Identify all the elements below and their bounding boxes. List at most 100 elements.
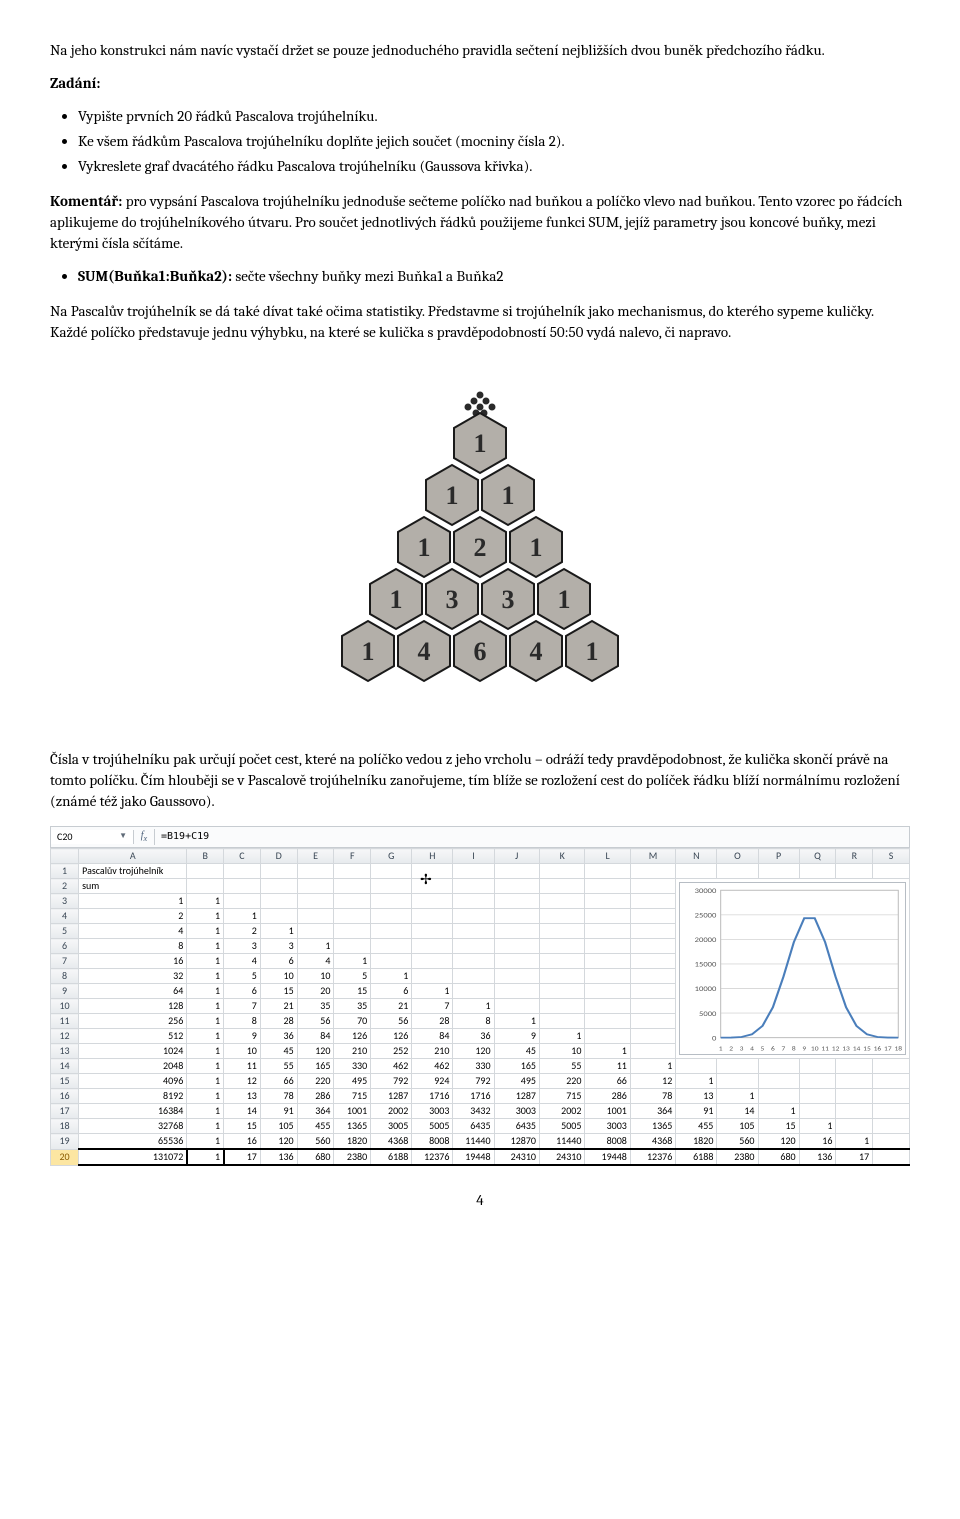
- cell[interactable]: [630, 879, 675, 894]
- cell[interactable]: 6: [371, 984, 412, 999]
- cell[interactable]: 12870: [494, 1134, 539, 1150]
- cell[interactable]: 495: [494, 1074, 539, 1089]
- cell[interactable]: [334, 924, 371, 939]
- cell[interactable]: 1365: [334, 1119, 371, 1134]
- cell[interactable]: [873, 1149, 910, 1165]
- row-header[interactable]: 6: [51, 939, 79, 954]
- cell[interactable]: 6435: [494, 1119, 539, 1134]
- cell[interactable]: 28: [412, 1014, 453, 1029]
- cell[interactable]: [873, 864, 910, 879]
- cell[interactable]: 1: [187, 1089, 224, 1104]
- cell[interactable]: 1820: [676, 1134, 717, 1150]
- cell[interactable]: [224, 864, 261, 879]
- fx-icon[interactable]: fx: [134, 829, 155, 845]
- cell[interactable]: [453, 864, 494, 879]
- cell[interactable]: 286: [297, 1089, 334, 1104]
- cell[interactable]: 220: [297, 1074, 334, 1089]
- cell[interactable]: 13: [224, 1089, 261, 1104]
- cell[interactable]: 210: [412, 1044, 453, 1059]
- cell[interactable]: 11440: [539, 1134, 584, 1150]
- cell[interactable]: 680: [297, 1149, 334, 1165]
- embedded-chart[interactable]: 0500010000150002000025000300001234567891…: [676, 879, 910, 1059]
- cell[interactable]: [371, 894, 412, 909]
- cell[interactable]: 1: [187, 969, 224, 984]
- cell[interactable]: [873, 1089, 910, 1104]
- cell[interactable]: [630, 909, 675, 924]
- cell[interactable]: 8: [79, 939, 187, 954]
- cell[interactable]: 105: [717, 1119, 758, 1134]
- row-header[interactable]: 15: [51, 1074, 79, 1089]
- cell[interactable]: 4: [224, 954, 261, 969]
- cell[interactable]: [799, 864, 836, 879]
- cell[interactable]: 455: [297, 1119, 334, 1134]
- row-header[interactable]: 12: [51, 1029, 79, 1044]
- cell[interactable]: [799, 1104, 836, 1119]
- cell[interactable]: [539, 924, 584, 939]
- cell[interactable]: [758, 1089, 799, 1104]
- cell[interactable]: 455: [676, 1119, 717, 1134]
- cell[interactable]: [453, 954, 494, 969]
- cell[interactable]: [494, 909, 539, 924]
- cell[interactable]: 2002: [539, 1104, 584, 1119]
- cell[interactable]: 1: [453, 999, 494, 1014]
- cell[interactable]: 792: [371, 1074, 412, 1089]
- cell[interactable]: 5: [224, 969, 261, 984]
- cell[interactable]: 21: [260, 999, 297, 1014]
- cell[interactable]: 11: [224, 1059, 261, 1074]
- cell[interactable]: 84: [297, 1029, 334, 1044]
- cell[interactable]: [412, 909, 453, 924]
- cell[interactable]: sum: [79, 879, 187, 894]
- cell[interactable]: [453, 939, 494, 954]
- cell[interactable]: [717, 1074, 758, 1089]
- cell[interactable]: 120: [758, 1134, 799, 1150]
- cell[interactable]: 16: [79, 954, 187, 969]
- cell[interactable]: 84: [412, 1029, 453, 1044]
- cell[interactable]: 1: [187, 999, 224, 1014]
- cell[interactable]: [630, 984, 675, 999]
- cell[interactable]: 16: [799, 1134, 836, 1150]
- cell[interactable]: 55: [260, 1059, 297, 1074]
- cell[interactable]: 126: [371, 1029, 412, 1044]
- cell[interactable]: 6: [260, 954, 297, 969]
- cell[interactable]: 45: [260, 1044, 297, 1059]
- row-header[interactable]: 14: [51, 1059, 79, 1074]
- cell[interactable]: [676, 864, 717, 879]
- cell[interactable]: 364: [297, 1104, 334, 1119]
- cell[interactable]: 15: [334, 984, 371, 999]
- cell[interactable]: [585, 894, 630, 909]
- cell[interactable]: [453, 924, 494, 939]
- cell[interactable]: 128: [79, 999, 187, 1014]
- row-header[interactable]: 5: [51, 924, 79, 939]
- cell[interactable]: 8008: [585, 1134, 630, 1150]
- cell[interactable]: [412, 954, 453, 969]
- cell[interactable]: 5005: [412, 1119, 453, 1134]
- cell[interactable]: 8192: [79, 1089, 187, 1104]
- cell[interactable]: 7: [412, 999, 453, 1014]
- cell[interactable]: [585, 1014, 630, 1029]
- cell[interactable]: 1: [585, 1044, 630, 1059]
- cell[interactable]: 924: [412, 1074, 453, 1089]
- cell[interactable]: 66: [260, 1074, 297, 1089]
- cell[interactable]: [585, 864, 630, 879]
- cell[interactable]: [494, 999, 539, 1014]
- cell[interactable]: 10: [297, 969, 334, 984]
- cell[interactable]: 1: [187, 1074, 224, 1089]
- formula-text[interactable]: =B19+C19: [155, 830, 215, 844]
- cell[interactable]: 3003: [585, 1119, 630, 1134]
- cell[interactable]: [585, 939, 630, 954]
- cell[interactable]: 15: [224, 1119, 261, 1134]
- cell[interactable]: 35: [297, 999, 334, 1014]
- cell[interactable]: 210: [334, 1044, 371, 1059]
- cell[interactable]: [453, 984, 494, 999]
- cell[interactable]: [799, 1074, 836, 1089]
- cell[interactable]: 9: [224, 1029, 261, 1044]
- column-header[interactable]: E: [297, 849, 334, 864]
- cell[interactable]: 1: [187, 909, 224, 924]
- cell[interactable]: [260, 879, 297, 894]
- cell[interactable]: 1024: [79, 1044, 187, 1059]
- cell[interactable]: [334, 909, 371, 924]
- cell[interactable]: 286: [585, 1089, 630, 1104]
- cell[interactable]: [836, 1074, 873, 1089]
- cell[interactable]: 2: [224, 924, 261, 939]
- cell[interactable]: [412, 969, 453, 984]
